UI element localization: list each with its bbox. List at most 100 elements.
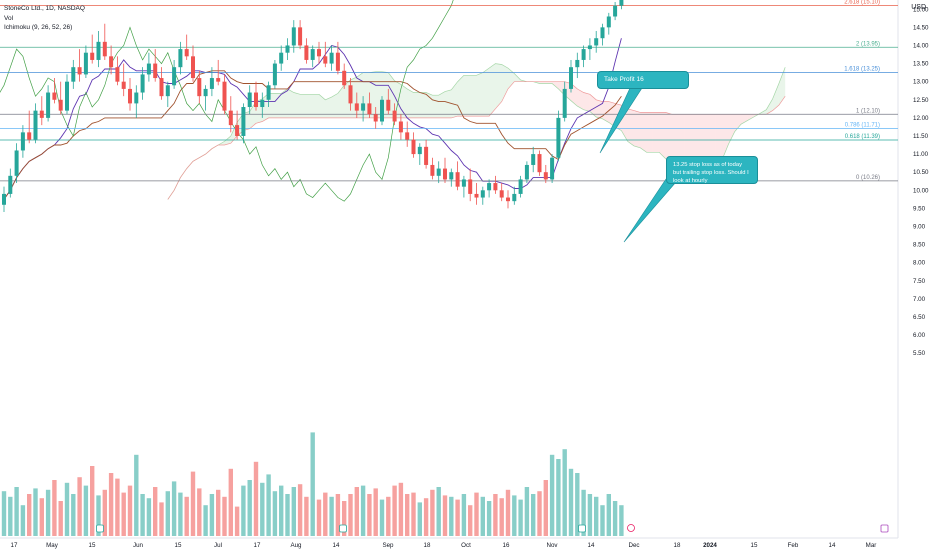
volume-bar: [392, 485, 397, 536]
volume-bar: [379, 499, 385, 536]
price-axis-tick: 7.50: [913, 278, 926, 285]
volume-bar: [505, 489, 511, 536]
ichimoku-cloud-segment: [319, 94, 326, 118]
ichimoku-cloud-segment: [577, 88, 584, 110]
time-axis-tick: Oct: [461, 542, 471, 549]
volume-bar: [178, 492, 183, 536]
candle: [461, 175, 466, 198]
volume-bar: [247, 480, 252, 536]
time-axis-tick: Mar: [866, 542, 877, 549]
price-axis-tick: 8.50: [913, 242, 926, 249]
candle-body: [216, 78, 221, 82]
candle-body: [266, 85, 271, 100]
ichimoku-cloud-segment: [306, 94, 313, 118]
volume-bar: [461, 494, 467, 536]
candle: [298, 20, 303, 50]
candle: [172, 59, 177, 89]
candle-body: [367, 103, 372, 115]
candle-body: [613, 5, 618, 17]
candle: [537, 150, 542, 176]
volume-bar: [197, 488, 202, 536]
time-axis-tick: Dec: [628, 542, 639, 549]
volume-indicator-label[interactable]: Vol: [4, 14, 14, 22]
candle: [581, 45, 586, 68]
time-axis-tick: Sep: [382, 542, 394, 549]
candle-body: [361, 103, 366, 111]
candle: [335, 41, 340, 75]
candle: [348, 78, 353, 111]
volume-bar: [39, 498, 44, 536]
time-axis-tick: Feb: [788, 542, 799, 549]
candle: [405, 121, 410, 147]
candle: [304, 38, 309, 64]
volume-bar: [543, 480, 548, 536]
ichimoku-cloud-segment: [495, 63, 502, 109]
stop-loss-note[interactable]: 13.25 stop loss as of today but trailing…: [666, 156, 758, 184]
candle: [8, 168, 13, 198]
volume-bar: [486, 501, 492, 536]
candle-body: [424, 146, 429, 165]
time-axis-tick: 2024: [703, 542, 717, 549]
time-axis-tick: 15: [751, 542, 758, 549]
volume-bar: [184, 496, 189, 536]
ichimoku-cloud-segment: [690, 114, 697, 167]
candle: [569, 59, 573, 93]
volume-bar: [153, 487, 158, 536]
candle: [178, 41, 183, 75]
ichimoku-cloud-segment: [394, 80, 401, 118]
candle-body: [436, 168, 441, 176]
candle: [417, 143, 422, 165]
ichimoku-cloud-segment: [596, 99, 603, 119]
candle: [619, 0, 624, 10]
volume-bar: [348, 494, 353, 536]
candle: [254, 81, 258, 111]
price-axis-tick: 12.50: [913, 97, 929, 104]
candle-body: [392, 110, 397, 122]
fib-level-label: 2 (13.95): [856, 41, 880, 47]
candle: [506, 190, 510, 209]
candle: [480, 186, 485, 205]
candle-body: [172, 67, 177, 86]
candle-body: [493, 183, 498, 191]
ichimoku-indicator-label[interactable]: Ichimoku (9, 26, 52, 26): [4, 24, 73, 31]
candle-body: [556, 117, 561, 158]
earnings-marker-icon: [339, 524, 347, 533]
candle: [436, 161, 441, 184]
price-axis-tick: 10.00: [913, 187, 929, 194]
volume-bar: [83, 485, 89, 536]
price-axis-tick: 13.00: [913, 79, 929, 86]
volume-bar: [436, 487, 441, 536]
volume-bar: [354, 487, 359, 536]
candle: [411, 132, 416, 158]
ichimoku-cloud-segment: [646, 112, 653, 153]
symbol-title[interactable]: StoneCo Ltd., 1D, NASDAQ: [4, 5, 85, 12]
volume-bar: [241, 485, 246, 536]
candle-body: [146, 63, 151, 75]
stop-loss-text: 13.25 stop loss as of today but trailing…: [673, 162, 749, 184]
candle: [266, 81, 271, 108]
candle-body: [354, 103, 359, 111]
candle: [543, 164, 548, 184]
ichimoku-cloud-segment: [728, 114, 735, 145]
price-axis-tick: 9.50: [913, 205, 926, 212]
volume-bar: [209, 494, 215, 536]
candle-body: [39, 110, 44, 118]
candle-body: [468, 179, 473, 194]
candle-body: [298, 27, 303, 46]
candle-body: [222, 81, 227, 111]
candle: [606, 12, 611, 35]
ichimoku-cloud-segment: [722, 114, 729, 160]
candle: [260, 92, 265, 118]
price-axis-tick: 14.00: [913, 42, 929, 49]
currency-label: USD: [911, 4, 926, 11]
candle: [524, 161, 529, 184]
candle: [550, 154, 555, 184]
candle: [96, 30, 101, 68]
candle: [128, 78, 132, 111]
candle: [33, 103, 38, 144]
candle-body: [455, 172, 460, 187]
take-profit-note[interactable]: Take Profit 16: [597, 71, 689, 89]
candle-body: [153, 63, 158, 79]
candle: [430, 157, 435, 180]
